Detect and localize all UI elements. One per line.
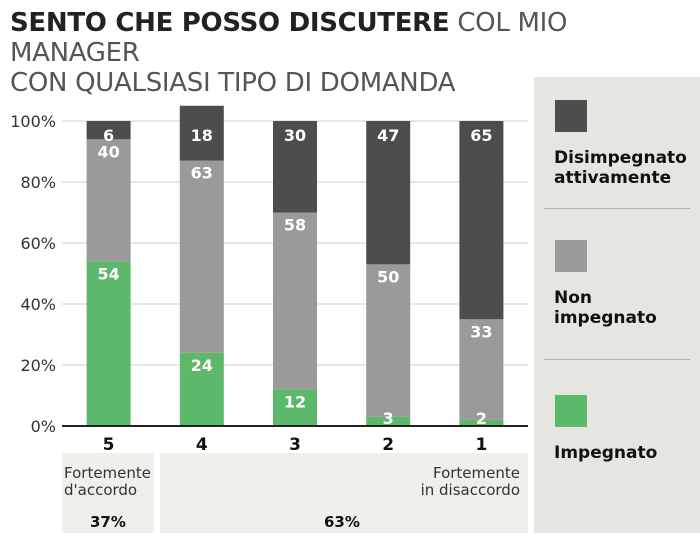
y-tick-label: 100% <box>10 112 56 131</box>
data-label: 40 <box>97 142 119 161</box>
bar-segment <box>459 121 504 320</box>
note-right-line2: in disaccordo <box>420 481 520 499</box>
bar-segment <box>366 416 411 426</box>
bar-segment <box>459 419 504 426</box>
data-label: 54 <box>97 264 119 283</box>
bar-segment <box>366 264 411 417</box>
bar-segment <box>86 261 131 426</box>
legend-label-disimpegnato-line2: attivamente <box>554 168 672 188</box>
x-tick-label: 2 <box>382 435 394 455</box>
note-right-line1: Fortemente <box>432 464 520 482</box>
title-line-1: SENTO CHE POSSO DISCUTERE COL MIO MANAGE… <box>10 8 700 68</box>
bar-segment <box>273 212 317 390</box>
total-right: 63% <box>324 513 360 531</box>
data-label: 12 <box>284 392 306 411</box>
note-fortemente-disaccordo: Fortemente in disaccordo <box>412 465 520 499</box>
y-tick-label: 80% <box>20 173 56 192</box>
data-label: 65 <box>470 126 492 145</box>
bar-segment <box>179 160 224 353</box>
note-left-line2: d'accordo <box>64 481 138 499</box>
bar-segment <box>179 352 224 426</box>
chart-title: SENTO CHE POSSO DISCUTERE COL MIO MANAGE… <box>10 8 700 98</box>
total-left: 37% <box>90 513 126 531</box>
bar-segment <box>86 121 131 140</box>
legend-divider-1 <box>544 208 690 209</box>
bottom-panel-right <box>160 453 528 533</box>
title-line-2: CON QUALSIASI TIPO DI DOMANDA <box>10 68 456 98</box>
x-tick-label: 3 <box>289 435 301 455</box>
bar-segment <box>459 319 504 420</box>
data-label: 30 <box>284 126 306 145</box>
legend-label-non-impegnato-line2: impegnato <box>554 308 657 328</box>
data-label: 24 <box>191 356 213 375</box>
legend-swatch-impegnato <box>555 395 587 427</box>
y-tick-label: 60% <box>20 234 56 253</box>
x-tick-label: 4 <box>196 435 208 455</box>
data-label: 3 <box>383 409 394 428</box>
legend-swatch-disimpegnato <box>555 100 587 132</box>
bar-segment <box>273 389 317 426</box>
note-fortemente-accordo: Fortemente d'accordo <box>64 465 151 499</box>
data-label: 50 <box>377 267 399 286</box>
legend-swatch-non-impegnato <box>555 240 587 272</box>
bar-segment <box>179 105 224 161</box>
title-regular-1: COL MIO MANAGER <box>10 8 568 68</box>
data-label: 47 <box>377 126 399 145</box>
data-label: 58 <box>284 216 306 235</box>
data-label: 63 <box>191 164 213 183</box>
y-tick-label: 40% <box>20 295 56 314</box>
data-label: 2 <box>476 409 487 428</box>
y-tick-label: 20% <box>20 356 56 375</box>
legend-label-impegnato-line1: Impegnato <box>554 443 658 463</box>
legend-label-disimpegnato-line1: Disimpegnato <box>554 148 687 168</box>
title-bold: SENTO CHE POSSO DISCUTERE <box>10 8 450 38</box>
note-left-line1: Fortemente <box>64 464 152 482</box>
legend: Disimpegnato attivamente Non impegnato I… <box>534 77 700 533</box>
x-tick-label: 1 <box>475 435 487 455</box>
y-tick-label: 0% <box>31 417 56 436</box>
legend-label-disimpegnato: Disimpegnato attivamente <box>554 148 694 188</box>
legend-label-impegnato: Impegnato <box>554 443 694 463</box>
bar-segment <box>273 121 317 213</box>
legend-label-non-impegnato-line1: Non <box>554 288 593 308</box>
data-label: 6 <box>103 126 114 145</box>
bar-segment <box>86 139 131 262</box>
bar-segment <box>366 121 411 265</box>
data-label: 18 <box>191 126 213 145</box>
legend-label-non-impegnato: Non impegnato <box>554 288 694 328</box>
data-label: 33 <box>470 322 492 341</box>
bottom-panel-left <box>62 453 154 533</box>
legend-divider-2 <box>544 359 690 360</box>
x-tick-label: 5 <box>103 435 115 455</box>
